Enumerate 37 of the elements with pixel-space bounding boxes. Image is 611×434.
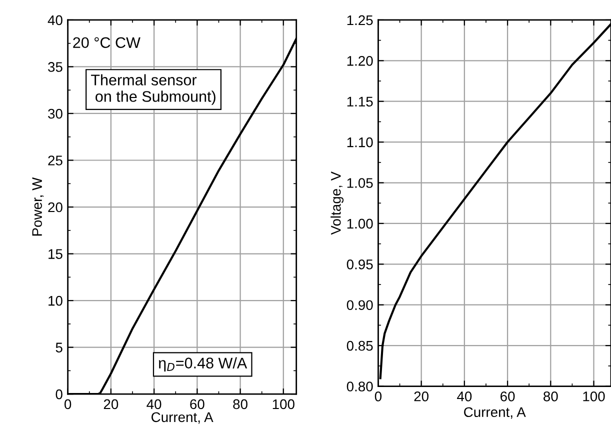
- y-tick-label: 1.15: [347, 96, 373, 107]
- x-tick-label: 40: [146, 399, 162, 410]
- x-tick-label: 20: [104, 399, 118, 410]
- y-tick-label: 20: [48, 202, 62, 212]
- y-tick-label: 0.85: [346, 340, 373, 351]
- x-tick-label: 0: [374, 391, 382, 402]
- y-tick-label: 10: [48, 296, 62, 306]
- x-tick-label: 0: [64, 399, 72, 410]
- y-axis-title: Power, W: [32, 177, 44, 236]
- x-axis-title: Current, A: [464, 407, 526, 419]
- annotation: Thermal sensor on the Submount): [91, 74, 216, 105]
- annotation: η$_{D}$=0.48 W/A: [158, 357, 248, 372]
- y-tick-label: 0.80: [346, 382, 373, 392]
- x-axis-title: Current, A: [152, 412, 214, 424]
- y-tick-label: 0.90: [346, 300, 373, 310]
- y-tick-label: 0.95: [346, 259, 373, 270]
- x-tick-label: 40: [457, 391, 472, 402]
- y-tick-label: 30: [48, 108, 62, 119]
- x-tick-label: 100: [272, 399, 294, 410]
- y-tick-label: 1.10: [347, 137, 373, 148]
- y-tick-label: 15: [48, 249, 62, 259]
- y-tick-label: 25: [48, 156, 62, 166]
- annotation: 20 °C CW: [73, 37, 140, 48]
- x-tick-label: 60: [500, 391, 515, 402]
- y-tick-label: 5: [56, 342, 62, 352]
- x-tick-label: 60: [190, 399, 204, 410]
- y-tick-label: 1.20: [347, 56, 373, 66]
- y-tick-label: 40: [48, 15, 62, 26]
- y-tick-label: 1.05: [347, 178, 373, 188]
- y-tick-label: 1.00: [347, 218, 373, 229]
- x-tick-label: 80: [233, 399, 248, 410]
- x-tick-label: 80: [544, 391, 558, 402]
- y-axis-title: Voltage, V: [330, 172, 344, 235]
- y-tick-label: 1.25: [347, 15, 373, 26]
- x-tick-label: 20: [414, 391, 428, 402]
- x-tick-label: 100: [583, 391, 605, 402]
- y-tick-label: 35: [48, 62, 62, 72]
